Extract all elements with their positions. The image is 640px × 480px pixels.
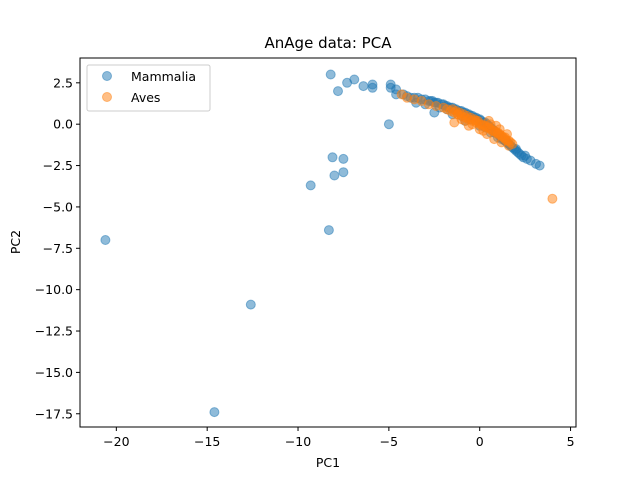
data-point-mammalia: [338, 167, 349, 178]
data-point-mammalia: [338, 153, 349, 164]
x-tick-label: −5: [380, 434, 398, 449]
y-tick-label: 0.0: [53, 117, 73, 132]
data-point-aves: [494, 124, 505, 135]
data-point-aves: [452, 109, 463, 120]
y-tick-label: −7.5: [43, 241, 73, 256]
data-point-mammalia: [534, 160, 545, 171]
data-point-aves: [502, 129, 512, 140]
x-axis-label: PC1: [316, 455, 340, 470]
chart-title: AnAge data: PCA: [265, 34, 393, 52]
data-point-mammalia: [358, 81, 369, 92]
y-tick-label: −12.5: [35, 324, 73, 339]
x-axis-ticks: −20 −15 −10 −5 0 5: [103, 427, 575, 449]
y-tick-label: −15.0: [35, 365, 73, 380]
data-point-mammalia: [305, 180, 316, 191]
x-tick-label: −15: [194, 434, 220, 449]
y-tick-label: −10.0: [35, 282, 73, 297]
data-point-mammalia: [323, 225, 334, 236]
series-aves: [396, 89, 558, 204]
y-tick-label: −2.5: [43, 158, 73, 173]
y-tick-label: −5.0: [43, 199, 73, 214]
data-point-mammalia: [329, 170, 340, 181]
legend-label-mammalia: Mammalia: [131, 69, 196, 84]
legend: Mammalia Aves: [86, 64, 211, 112]
data-point-mammalia: [349, 74, 360, 85]
x-tick-label: 0: [476, 434, 484, 449]
y-tick-label: −17.5: [35, 406, 73, 421]
data-point-mammalia: [333, 86, 343, 97]
legend-label-aves: Aves: [131, 90, 160, 105]
data-point-aves: [503, 140, 514, 151]
x-tick-label: −20: [103, 434, 129, 449]
axes-frame: [79, 57, 577, 428]
data-point-aves: [483, 115, 494, 126]
data-point-aves: [547, 193, 558, 204]
plot-area: [79, 57, 577, 428]
data-point-mammalia: [325, 69, 336, 80]
legend-marker-aves: [102, 92, 112, 102]
data-point-mammalia: [327, 152, 338, 163]
legend-marker-mammalia: [102, 71, 112, 81]
y-axis-ticks: 2.5 0.0 −2.5 −5.0 −7.5 −10.0 −12.5 −15.0 −17.5: [35, 75, 80, 421]
x-tick-label: −10: [285, 434, 311, 449]
legend-box: [86, 64, 211, 112]
data-point-mammalia: [367, 82, 378, 93]
data-point-aves: [482, 129, 492, 140]
data-point-mammalia: [209, 407, 220, 418]
data-point-mammalia: [245, 299, 256, 310]
x-tick-label: 5: [567, 434, 575, 449]
data-point-mammalia: [520, 150, 531, 161]
data-point-aves: [467, 119, 478, 130]
data-point-mammalia: [100, 235, 111, 245]
data-point-mammalia: [383, 119, 394, 130]
y-axis-label: PC2: [8, 230, 23, 254]
data-point-aves: [474, 124, 485, 135]
points-layer: [100, 69, 558, 418]
y-tick-label: 2.5: [53, 75, 73, 90]
